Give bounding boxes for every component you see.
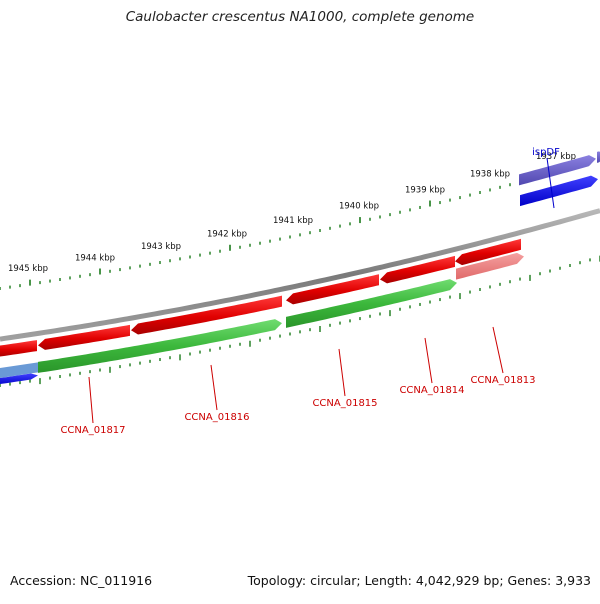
gene-bar-ispDF [519,155,596,186]
ruler-label: 1938 kbp [470,169,510,179]
ruler-label: 1937 kbp [536,152,576,162]
gene-label-CCNA_01816: CCNA_01816 [184,412,249,423]
label-leader [546,157,555,209]
map-title: Caulobacter crescentus NA1000, complete … [125,9,475,25]
label-leader [338,348,346,397]
gene-arrow-CCNA_01816 [131,295,282,335]
ruler-label: 1944 kbp [75,253,115,263]
length-text: Length: 4,042,929 bp [356,573,499,588]
gene-label-CCNA_01817: CCNA_01817 [60,425,125,436]
ruler-label: 1943 kbp [141,242,181,252]
gene-label-ispDF: ispDF [532,147,560,158]
accession-text: Accession: NC_011916 [10,573,153,588]
label-leader [492,326,504,374]
gene-bar-purple-edge [597,151,600,163]
gene-arrow-blue [520,175,598,207]
label-leader [424,337,433,384]
gene-arrow-CCNA_01817 [38,324,130,350]
gene-label-CCNA_01813: CCNA_01813 [470,375,535,386]
gene-bar-green [38,319,282,373]
gene-count-text: Genes: 3,933 [499,573,591,588]
gene-arrow-red [0,340,37,357]
ruler-label: 1945 kbp [8,264,48,274]
gene-label-CCNA_01814: CCNA_01814 [399,385,464,396]
gene-arrow-CCNA_01814 [380,255,455,284]
gene-arrow-CCNA_01815 [286,274,379,305]
gene-label-CCNA_01815: CCNA_01815 [312,398,377,409]
gene-bar-faded [456,252,524,280]
gene-arrow-CCNA_01813 [455,238,521,266]
ruler-label: 1942 kbp [207,229,247,239]
label-leader [210,364,218,411]
gene-bar-steelblue [0,362,38,379]
genome-summary: Topology: circularLength: 4,042,929 bpGe… [248,573,591,588]
gene-bar-blue [0,373,38,385]
genome-backbone [0,208,600,342]
topology-text: Topology: circular [247,573,357,588]
ruler-label: 1941 kbp [273,216,313,226]
ruler-label: 1939 kbp [405,186,445,196]
label-leader [88,376,94,424]
gene-bar-green [286,279,457,328]
ruler-label: 1940 kbp [339,201,379,211]
